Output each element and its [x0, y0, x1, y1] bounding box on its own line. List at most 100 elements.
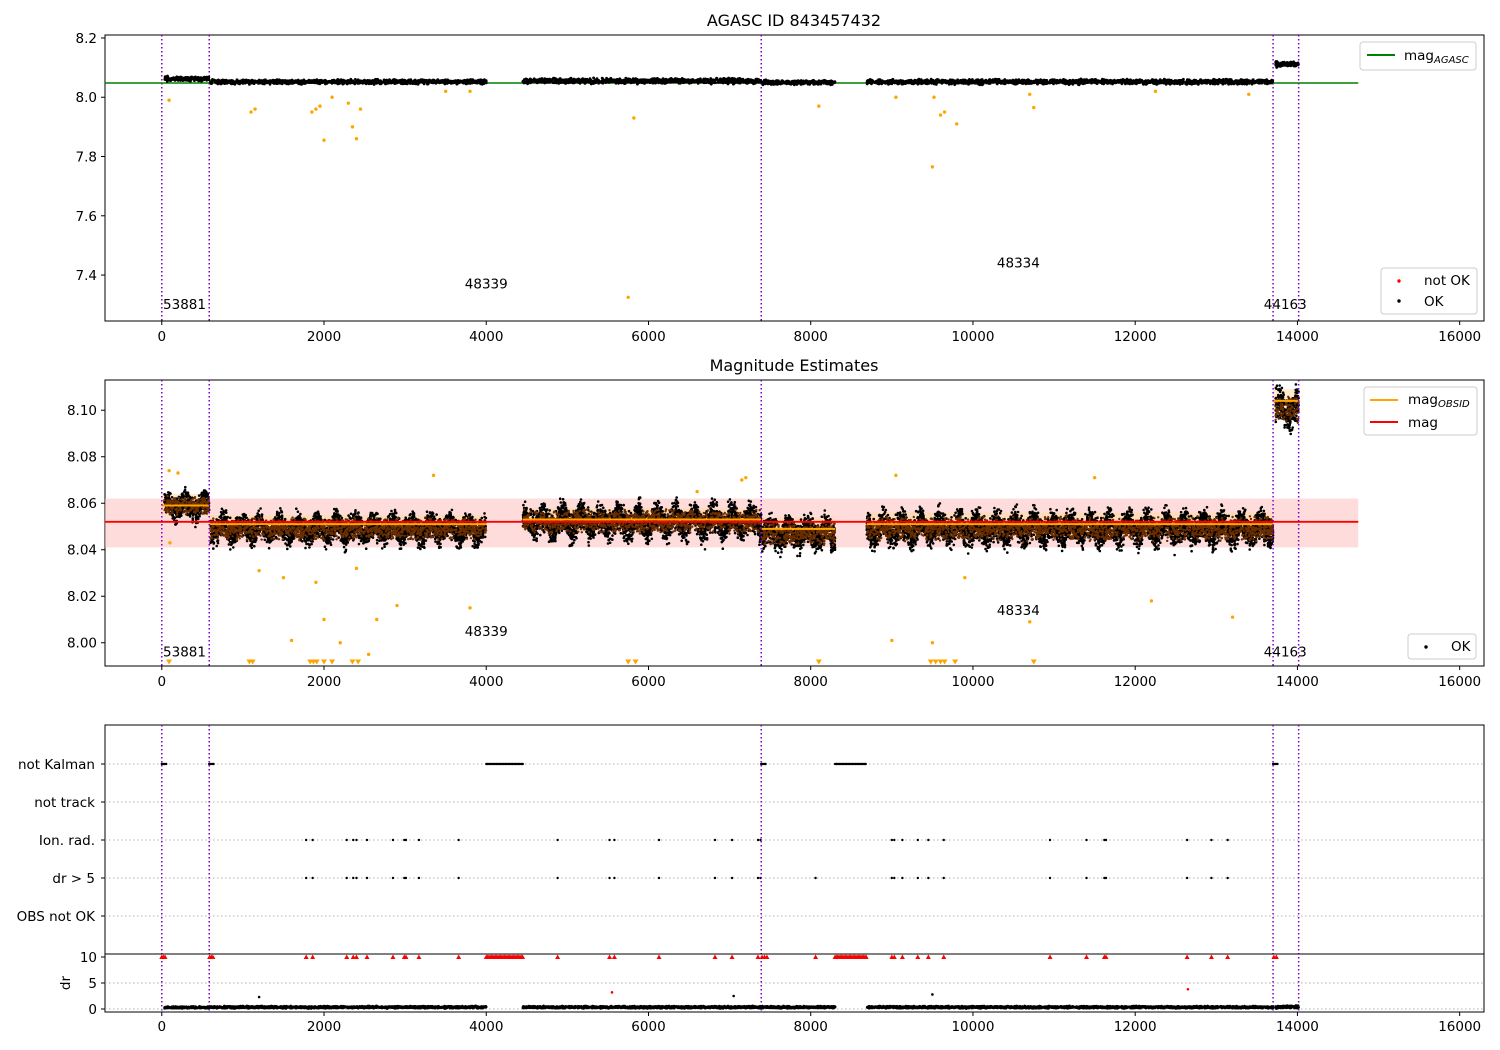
ok-point [1269, 80, 1273, 84]
ok-point [664, 80, 668, 84]
ok-point [818, 82, 821, 85]
ok-point [674, 79, 677, 83]
x-tick-label: 6000 [631, 329, 665, 345]
ok-point [256, 79, 260, 83]
outlier-point [626, 295, 630, 299]
ok-point [653, 78, 657, 82]
ok-point [428, 80, 432, 84]
ok-point [1275, 66, 1279, 69]
agasc-panel-title: AGASC ID 843457432 [707, 11, 881, 30]
ok-point [543, 77, 547, 81]
ok-point [786, 81, 790, 84]
obsid-label: 53881 [163, 297, 206, 313]
ok-point [760, 80, 764, 84]
ok-point [286, 80, 290, 84]
agasc-legend-upper: magAGASC [1359, 41, 1477, 71]
ok-point [265, 81, 269, 84]
ok-point [677, 79, 681, 82]
ok-point [548, 79, 552, 83]
ok-point [946, 80, 950, 84]
ok-point [1006, 79, 1010, 83]
ok-point [1017, 80, 1021, 84]
ok-point [626, 80, 630, 83]
outlier-point [322, 138, 326, 142]
ok-point [187, 78, 191, 82]
ok-point [1247, 81, 1251, 85]
ok-point [274, 79, 277, 83]
ok-point [174, 78, 177, 81]
ok-point [1076, 81, 1079, 85]
ok-point [746, 77, 750, 81]
ok-point [806, 80, 810, 84]
ok-point [1003, 80, 1007, 83]
ok-point [216, 80, 220, 83]
ok-point [1224, 77, 1228, 81]
ok-point [319, 80, 323, 83]
ok-point [174, 523, 177, 526]
ok-point [344, 80, 347, 84]
ok-point [680, 77, 684, 80]
ok-point [660, 81, 663, 85]
ok-point [184, 485, 187, 489]
ok-point [592, 76, 595, 80]
ok-point [1049, 79, 1052, 83]
ok-point [405, 82, 409, 86]
ok-point [1156, 79, 1159, 83]
y-tick-label: 7.6 [76, 209, 97, 225]
ok-point [238, 82, 242, 86]
ok-point [656, 77, 659, 80]
ok-point [1095, 79, 1099, 83]
ok-point [469, 78, 473, 81]
y-tick-label: 7.8 [76, 150, 97, 166]
ok-point [651, 81, 655, 85]
ok-point [1063, 78, 1067, 82]
ok-point [1153, 81, 1156, 85]
ok-point [833, 81, 836, 85]
ok-point [1000, 80, 1003, 84]
ok-point [210, 79, 214, 83]
ok-point [483, 81, 487, 84]
ok-point [1235, 80, 1238, 84]
ok-point [601, 77, 604, 80]
ok-point [1231, 80, 1235, 84]
ok-point [587, 81, 591, 84]
ok-point [692, 78, 695, 82]
ok-point [198, 78, 202, 81]
ok-point [1296, 63, 1300, 66]
ok-point [723, 79, 727, 83]
ok-point [393, 78, 396, 81]
ok-point [193, 79, 196, 82]
ok-point [901, 80, 905, 83]
ok-point [1197, 79, 1201, 83]
ok-point [1280, 64, 1284, 68]
ok-point [632, 78, 636, 82]
ok-point [282, 79, 286, 82]
ok-point [195, 514, 198, 518]
ok-point [709, 82, 713, 86]
ok-point [956, 81, 960, 85]
ok-point [949, 78, 953, 82]
outlier-point [955, 122, 959, 126]
ok-point [192, 77, 196, 80]
ok-point [638, 80, 641, 84]
ok-point [687, 78, 691, 82]
ok-point [521, 80, 525, 83]
ok-point [764, 81, 768, 85]
ok-point [166, 491, 170, 494]
ok-point [336, 82, 340, 86]
outlier-point [632, 116, 636, 120]
ok-point [1285, 61, 1289, 64]
ok-point [774, 81, 778, 85]
ok-point [1158, 78, 1162, 81]
ok-point [590, 79, 593, 83]
ok-point [1088, 80, 1092, 84]
legend-mag-agasc-sub: AGASC [1433, 55, 1469, 66]
ok-point [1021, 81, 1025, 85]
magnitude-panel: Magnitude Estimates 53881483394833444163… [67, 356, 1485, 690]
y-tick-label: 7.4 [76, 268, 97, 284]
ok-point [571, 78, 574, 82]
ok-point [446, 81, 450, 84]
ok-point [593, 80, 596, 83]
ok-point [661, 77, 665, 81]
